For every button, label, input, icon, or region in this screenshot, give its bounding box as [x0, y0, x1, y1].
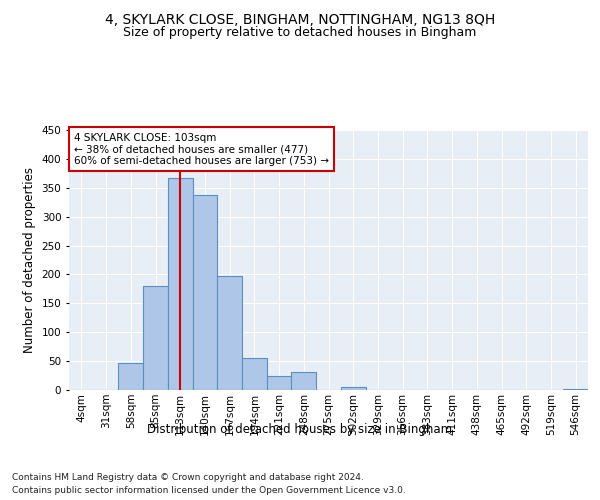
Text: 4, SKYLARK CLOSE, BINGHAM, NOTTINGHAM, NG13 8QH: 4, SKYLARK CLOSE, BINGHAM, NOTTINGHAM, N… [105, 12, 495, 26]
Bar [267, 376, 292, 390]
Bar [217, 276, 242, 390]
Bar [341, 386, 365, 390]
Bar [143, 286, 168, 390]
Y-axis label: Number of detached properties: Number of detached properties [23, 167, 36, 353]
Text: Distribution of detached houses by size in Bingham: Distribution of detached houses by size … [148, 422, 452, 436]
Bar [168, 178, 193, 390]
Text: 4 SKYLARK CLOSE: 103sqm
← 38% of detached houses are smaller (477)
60% of semi-d: 4 SKYLARK CLOSE: 103sqm ← 38% of detache… [74, 132, 329, 166]
Text: Contains public sector information licensed under the Open Government Licence v3: Contains public sector information licen… [12, 486, 406, 495]
Bar [118, 363, 143, 390]
Text: Size of property relative to detached houses in Bingham: Size of property relative to detached ho… [124, 26, 476, 39]
Bar [292, 372, 316, 390]
Text: Contains HM Land Registry data © Crown copyright and database right 2024.: Contains HM Land Registry data © Crown c… [12, 472, 364, 482]
Bar [193, 196, 217, 390]
Bar [242, 358, 267, 390]
